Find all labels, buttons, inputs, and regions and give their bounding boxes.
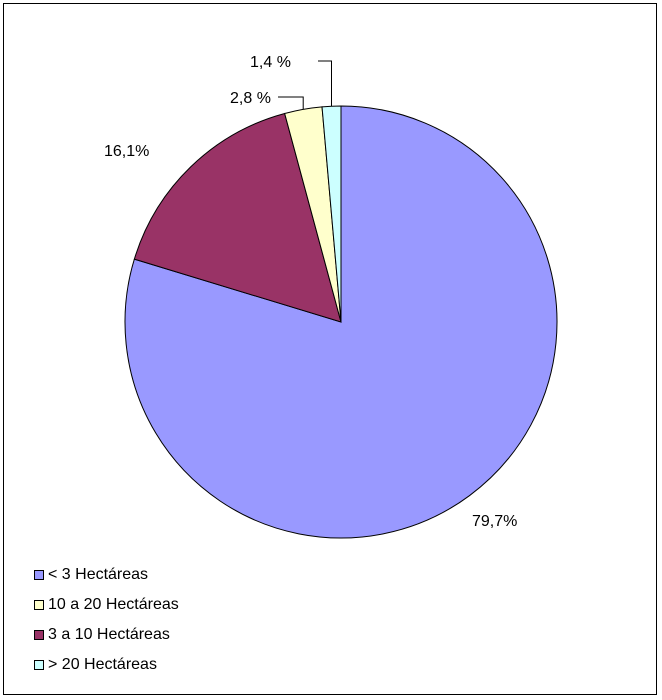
chart-frame: 79,7% 16,1% 2,8 % 1,4 % < 3 Hectáreas 10 a … — [3, 3, 657, 695]
legend-item: > 20 Hectáreas — [34, 650, 179, 680]
data-label: 16,1% — [104, 143, 149, 160]
legend-label: < 3 Hectáreas — [48, 566, 149, 583]
legend-label: 3 a 10 Hectáreas — [48, 626, 170, 643]
data-label: 1,4 % — [250, 54, 291, 71]
data-label: 79,7% — [472, 513, 517, 530]
legend-label: > 20 Hectáreas — [48, 656, 157, 673]
legend-swatch — [34, 600, 44, 610]
leader-line — [318, 60, 332, 107]
legend-swatch — [34, 630, 44, 640]
leader-line — [278, 96, 304, 110]
legend-item: 3 a 10 Hectáreas — [34, 620, 179, 650]
legend-item: < 3 Hectáreas — [34, 560, 179, 590]
pie-slice — [321, 105, 342, 323]
legend-item: 10 a 20 Hectáreas — [34, 590, 179, 620]
legend: < 3 Hectáreas 10 a 20 Hectáreas 3 a 10 H… — [34, 560, 179, 680]
legend-swatch — [34, 660, 44, 670]
pie-chart: 79,7% 16,1% 2,8 % 1,4 % — [104, 54, 558, 539]
data-label: 2,8 % — [230, 90, 271, 107]
legend-swatch — [34, 570, 44, 580]
legend-label: 10 a 20 Hectáreas — [48, 596, 179, 613]
pie-slice — [133, 112, 342, 323]
